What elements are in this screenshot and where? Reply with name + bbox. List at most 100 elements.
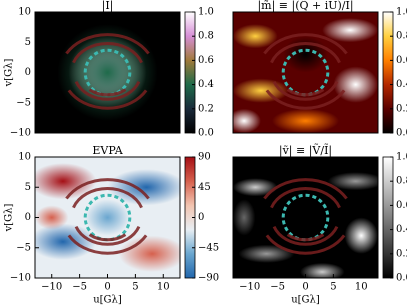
y-tick-label: 5 — [25, 182, 31, 193]
coverage-ring — [281, 193, 330, 242]
panel: EVPA 10 5 0 −5 −10 −10 −5 0 5 10 v[Gλ] u[Gλ] −90 −45 0 4… — [4, 144, 220, 305]
coverage-ring — [83, 48, 132, 97]
y-axis-label: v[Gλ] — [4, 204, 15, 233]
colorbar-tick-label: 0.8 — [198, 31, 214, 42]
heatmap-patch — [238, 244, 295, 263]
heatmap-patch — [233, 24, 278, 49]
coverage-arc — [88, 233, 127, 242]
coverage-arc — [65, 33, 150, 55]
heatmap-patch — [85, 199, 130, 236]
coverage-arc — [286, 88, 325, 97]
y-tick-label: −10 — [10, 273, 31, 284]
colorbar-tick-label: 0.2 — [198, 103, 214, 114]
heatmap-patch — [344, 217, 378, 254]
heatmap-patch — [283, 36, 328, 73]
panel-title: EVPA — [92, 144, 123, 157]
heatmap-patch — [107, 169, 180, 206]
colorbar-tick-label: 0.4 — [198, 79, 214, 90]
heatmap-image — [35, 12, 180, 133]
coverage-arc — [263, 178, 348, 200]
coverage-arc — [286, 233, 325, 242]
colorbar-tick-label: 0.4 — [396, 224, 407, 235]
colorbar-tick-label: 1.0 — [396, 152, 407, 163]
heatmap-patch — [272, 108, 339, 133]
colorbar-tick-label: 0.6 — [396, 55, 407, 66]
x-tick-label: 10 — [355, 282, 368, 293]
heatmap-image — [233, 12, 378, 133]
coverage-arc — [272, 225, 339, 246]
colorbar-tick-label: −45 — [198, 242, 219, 253]
coverage-arc — [67, 89, 148, 110]
coverage-arc — [72, 187, 143, 209]
y-tick-label: 0 — [25, 212, 31, 223]
coverage-arc — [272, 80, 339, 101]
panel-title: |m̃| ≡ |(Q̃ + iŨ)/Ĩ| — [257, 0, 353, 13]
coverage-arc — [72, 42, 143, 64]
coverage-arc — [263, 33, 348, 55]
colorbar-tick-label: 0.8 — [396, 176, 407, 187]
colorbar-tick-label: 0 — [198, 212, 204, 223]
colorbar-tick-label: 1.0 — [198, 7, 214, 18]
coverage-arc — [65, 178, 150, 200]
heatmap-patch — [233, 108, 261, 133]
heatmap-patch — [322, 18, 378, 43]
heatmap-patch — [333, 66, 378, 103]
panel-title: |Ĩ| — [102, 0, 114, 13]
y-axis-label: v[Gλ] — [4, 59, 15, 88]
coverage-arc — [74, 225, 141, 246]
colorbar-tick-label: 90 — [198, 152, 211, 163]
panel: |Ĩ| 10 5 0 −5 −10 v[Gλ] 0.0 0.2 0.4 0.6 0.8 1.0 — [4, 0, 214, 139]
y-tick-label: 10 — [18, 7, 31, 18]
colorbar-tick-label: −90 — [198, 273, 219, 284]
heatmap-patch — [327, 172, 378, 191]
coverage-arc — [270, 187, 341, 209]
x-tick-label: −10 — [239, 282, 260, 293]
x-tick-label: 0 — [104, 282, 110, 293]
y-tick-label: −5 — [16, 242, 31, 253]
colorbar-tick-label: 1.0 — [396, 7, 407, 18]
colorbar-tick-label: 0.4 — [396, 79, 407, 90]
heatmap-image — [35, 157, 180, 278]
x-tick-label: 5 — [132, 282, 138, 293]
x-tick-label: 10 — [157, 282, 170, 293]
x-tick-label: 0 — [302, 282, 308, 293]
coverage-arc — [74, 80, 141, 101]
y-tick-label: 5 — [25, 37, 31, 48]
axes-frame — [232, 11, 379, 134]
colorbar-tick-label: 0.0 — [396, 128, 407, 139]
coverage-ring — [83, 193, 132, 242]
x-axis-label: u[Gλ] — [291, 295, 320, 305]
x-tick-label: 5 — [330, 282, 336, 293]
x-tick-label: −10 — [41, 282, 62, 293]
heatmap-patch — [35, 223, 97, 260]
x-tick-label: −5 — [72, 282, 87, 293]
heatmap-patch — [35, 205, 69, 230]
colorbar-tick-label: 0.8 — [396, 31, 407, 42]
coverage-arc — [265, 234, 346, 255]
colorbar — [382, 11, 394, 134]
heatmap-patch — [233, 178, 278, 197]
y-tick-label: 0 — [25, 67, 31, 78]
coverage-ring — [281, 48, 330, 97]
heatmap-patch — [233, 199, 256, 236]
colorbar-tick-label: 0.2 — [396, 103, 407, 114]
y-tick-label: 10 — [18, 152, 31, 163]
y-tick-label: −5 — [16, 97, 31, 108]
colorbar-tick-label: 0.2 — [396, 248, 407, 259]
heatmap-patch — [57, 24, 158, 121]
coverage-arc — [265, 89, 346, 110]
colorbar-tick-label: 0.0 — [396, 273, 407, 284]
colorbar-tick-label: 0.6 — [396, 200, 407, 211]
y-tick-label: −10 — [10, 128, 31, 139]
x-tick-label: −5 — [270, 282, 285, 293]
coverage-arc — [88, 88, 127, 97]
colorbar — [382, 156, 394, 279]
coverage-arc — [270, 42, 341, 64]
panel: |ṽ| ≡ |Ṽ/Ĩ| −10 −5 0 5 10 u[Gλ] 0.0 0.2 0.4 0.6 0.8… — [232, 143, 407, 305]
x-axis-label: u[Gλ] — [93, 295, 122, 305]
colorbar-tick-label: 0.6 — [198, 55, 214, 66]
coverage-arc — [67, 234, 148, 255]
colorbar — [184, 11, 196, 134]
